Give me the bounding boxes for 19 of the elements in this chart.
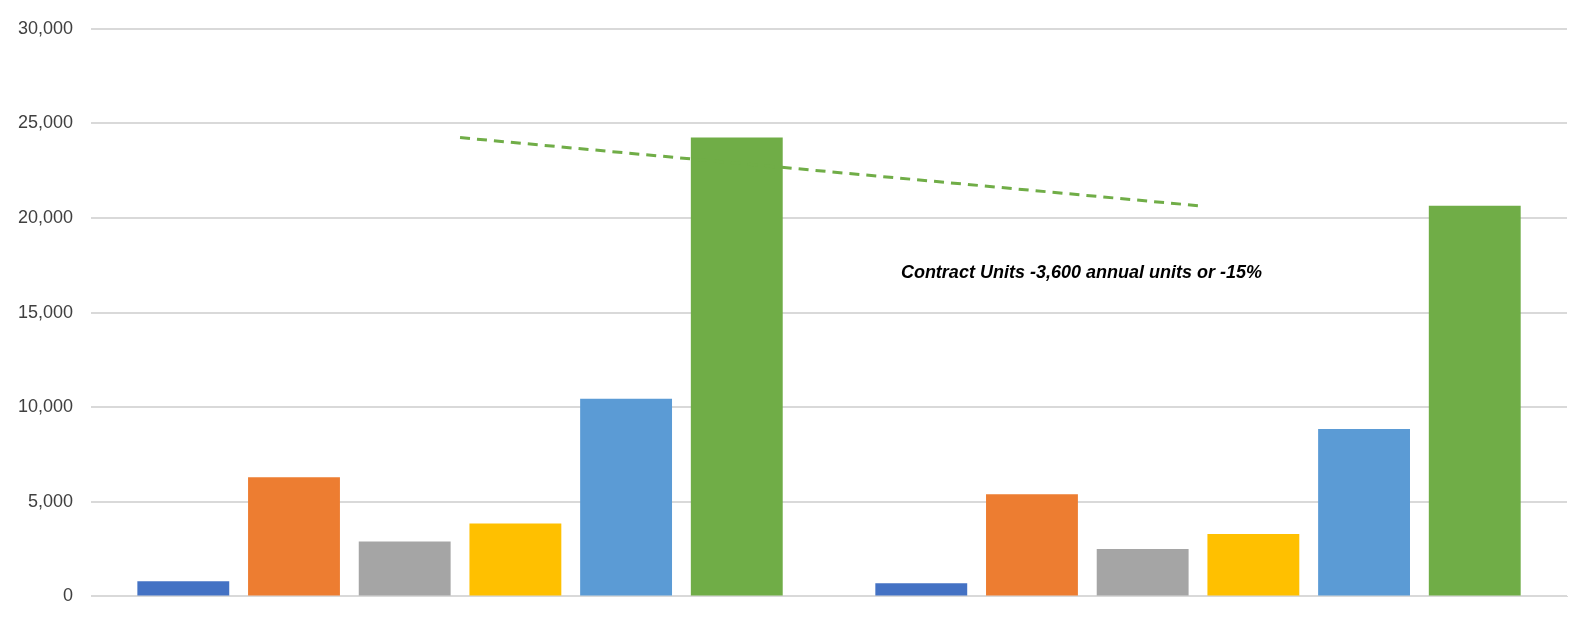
y-tick-label: 30,000: [17, 17, 74, 38]
bar: [1096, 549, 1189, 596]
bar: [580, 398, 673, 596]
bar: [986, 494, 1078, 596]
bar: [1428, 205, 1521, 596]
bar: [248, 477, 340, 596]
bar: [1318, 428, 1410, 596]
bar: [358, 541, 451, 596]
y-tick-label: 15,000: [17, 301, 74, 322]
y-tick-label: 0: [63, 585, 74, 606]
annotation: Contract Units -3,600 annual units or -15%: [900, 261, 1262, 282]
y-tick-label: 25,000: [17, 112, 74, 133]
y-tick-label: 10,000: [17, 396, 74, 417]
bar: [469, 523, 562, 596]
bar: [875, 583, 968, 596]
bar: [1207, 533, 1300, 596]
bar: [137, 581, 230, 596]
y-tick-label: 5,000: [28, 490, 74, 511]
y-tick-label: 20,000: [17, 206, 74, 227]
